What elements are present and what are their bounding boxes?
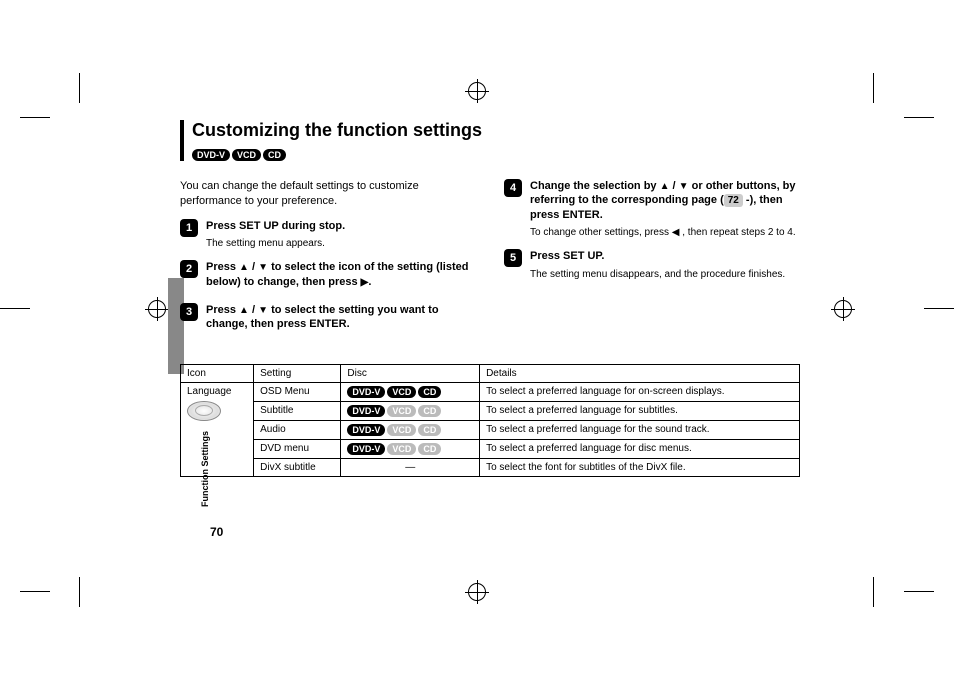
disc-badge: VCD	[387, 386, 416, 398]
disc-badge: VCD	[387, 405, 416, 417]
setting-cell: DivX subtitle	[254, 458, 341, 476]
step-title: Change the selection by ▲ / ▼ or other b…	[530, 179, 800, 222]
step-title: Press SET UP.	[530, 249, 800, 263]
table-header-cell: Details	[480, 364, 800, 382]
crop-mark	[903, 562, 934, 595]
details-cell: To select a preferred language for subti…	[480, 401, 800, 420]
crop-mark	[924, 300, 954, 312]
disc-cell: DVD-VVCDCD	[341, 382, 480, 401]
disc-badge: VCD	[232, 149, 261, 161]
disc-cell: —	[341, 458, 480, 476]
page-content: Customizing the function settings DVD-VV…	[180, 120, 800, 477]
step-body: Press SET UP during stop. The setting men…	[206, 219, 476, 251]
disc-cell: DVD-VVCDCD	[341, 439, 480, 458]
step-body: Press ▲ / ▼ to select the icon of the se…	[206, 260, 476, 293]
crop-mark	[903, 88, 934, 121]
disc-badge: DVD-V	[347, 424, 385, 436]
table-header-cell: Disc	[341, 364, 480, 382]
arrow-icon: ◀	[672, 226, 680, 240]
step-number: 4	[504, 179, 522, 197]
disc-badge: CD	[418, 443, 441, 455]
step-subtext: The setting menu appears.	[206, 237, 476, 251]
table-row: DVD menuDVD-VVCDCDTo select a preferred …	[181, 439, 800, 458]
disc-cell: DVD-VVCDCD	[341, 401, 480, 420]
table-row: DivX subtitle—To select the font for sub…	[181, 458, 800, 476]
language-disc-icon	[187, 401, 221, 421]
crop-mark	[20, 88, 50, 121]
disc-badge: DVD-V	[347, 386, 385, 398]
disc-badge: VCD	[387, 443, 416, 455]
step-number: 3	[180, 303, 198, 321]
setting-cell: Audio	[254, 420, 341, 439]
step-body: Press ▲ / ▼ to select the setting you wa…	[206, 303, 476, 336]
columns: You can change the default settings to c…	[180, 179, 800, 346]
arrow-icon: ▲	[660, 180, 670, 193]
step-number: 2	[180, 260, 198, 278]
details-cell: To select a preferred language for the s…	[480, 420, 800, 439]
step: 2 Press ▲ / ▼ to select the icon of the s…	[180, 260, 476, 293]
step: 5 Press SET UP. The setting menu disappear…	[504, 249, 800, 281]
step-body: Change the selection by ▲ / ▼ or other b…	[530, 179, 800, 239]
registration-mark-icon	[468, 82, 486, 100]
settings-table: IconSettingDiscDetails LanguageOSD MenuD…	[180, 364, 800, 477]
registration-mark-icon	[468, 583, 486, 601]
arrow-icon: ▶	[361, 276, 369, 289]
table-body: LanguageOSD MenuDVD-VVCDCDTo select a pr…	[181, 382, 800, 476]
disc-badge: DVD-V	[192, 149, 230, 161]
disc-badge: CD	[418, 405, 441, 417]
details-cell: To select a preferred language for disc …	[480, 439, 800, 458]
table-header-row: IconSettingDiscDetails	[181, 364, 800, 382]
page-title: Customizing the function settings	[192, 120, 800, 141]
arrow-icon: ▼	[679, 180, 689, 193]
disc-badge: CD	[418, 386, 441, 398]
icon-cell: Language	[181, 382, 254, 476]
disc-badge: CD	[418, 424, 441, 436]
step-body: Press SET UP. The setting menu disappears…	[530, 249, 800, 281]
arrow-icon: ▲	[239, 261, 249, 274]
table-header-cell: Setting	[254, 364, 341, 382]
icon-label: Language	[187, 386, 247, 397]
intro-text: You can change the default settings to c…	[180, 179, 476, 209]
details-cell: To select the font for subtitles of the …	[480, 458, 800, 476]
table-row: AudioDVD-VVCDCDTo select a preferred lan…	[181, 420, 800, 439]
table-row: SubtitleDVD-VVCDCDTo select a preferred …	[181, 401, 800, 420]
page-number: 70	[210, 525, 223, 539]
step-number: 5	[504, 249, 522, 267]
details-cell: To select a preferred language for on-sc…	[480, 382, 800, 401]
crop-mark	[0, 300, 30, 312]
table-row: LanguageOSD MenuDVD-VVCDCDTo select a pr…	[181, 382, 800, 401]
step: 4 Change the selection by ▲ / ▼ or other …	[504, 179, 800, 239]
disc-badge: CD	[263, 149, 286, 161]
step-title: Press SET UP during stop.	[206, 219, 476, 233]
title-badges: DVD-VVCDCD	[192, 149, 800, 161]
step: 1 Press SET UP during stop. The setting me…	[180, 219, 476, 251]
registration-mark-icon	[834, 300, 852, 318]
arrow-icon: ▼	[258, 304, 268, 317]
step: 3 Press ▲ / ▼ to select the setting you w…	[180, 303, 476, 336]
disc-badge: VCD	[387, 424, 416, 436]
arrow-icon: ▼	[258, 261, 268, 274]
step-title: Press ▲ / ▼ to select the setting you wa…	[206, 303, 476, 332]
setting-cell: Subtitle	[254, 401, 341, 420]
arrow-icon: ▲	[239, 304, 249, 317]
disc-badge: DVD-V	[347, 405, 385, 417]
setting-cell: DVD menu	[254, 439, 341, 458]
title-block: Customizing the function settings DVD-VV…	[180, 120, 800, 161]
step-subtext: To change other settings, press ◀ , then…	[530, 226, 800, 240]
step-title: Press ▲ / ▼ to select the icon of the se…	[206, 260, 476, 289]
page-ref: 72	[724, 194, 743, 207]
step-subtext: The setting menu disappears, and the pro…	[530, 268, 800, 282]
right-column: 4 Change the selection by ▲ / ▼ or other …	[504, 179, 800, 346]
disc-cell: DVD-VVCDCD	[341, 420, 480, 439]
step-number: 1	[180, 219, 198, 237]
left-column: You can change the default settings to c…	[180, 179, 476, 346]
crop-mark	[20, 562, 50, 595]
table-header-cell: Icon	[181, 364, 254, 382]
registration-mark-icon	[148, 300, 166, 318]
disc-badge: DVD-V	[347, 443, 385, 455]
setting-cell: OSD Menu	[254, 382, 341, 401]
